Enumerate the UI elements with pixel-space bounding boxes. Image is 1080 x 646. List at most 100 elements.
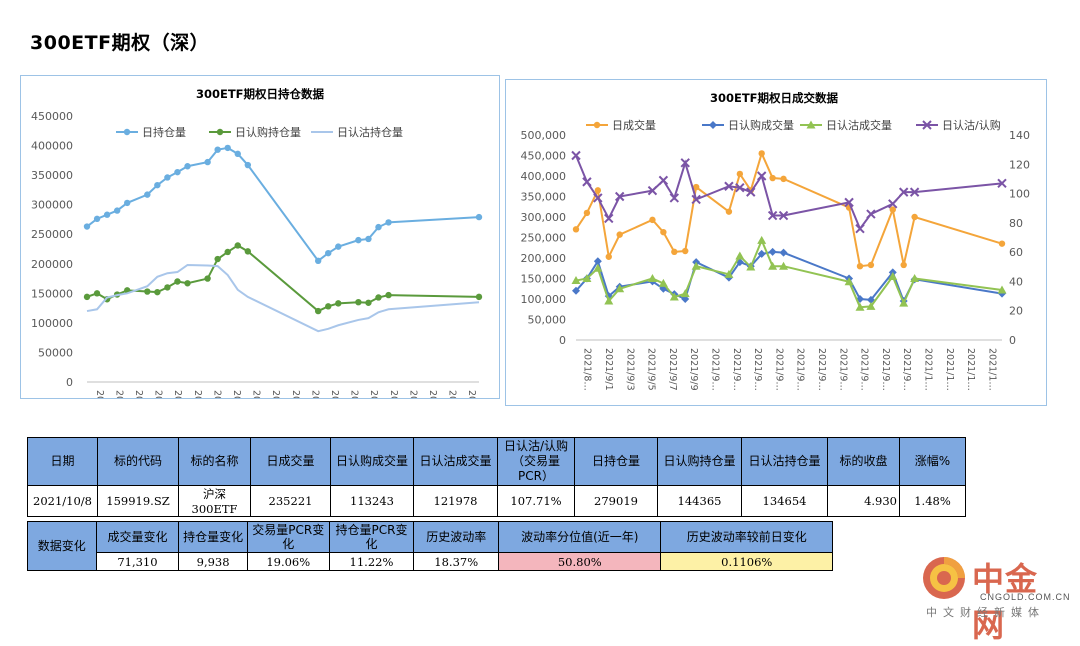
holdings-x-tick: 2021-… — [94, 390, 105, 398]
volume-data-point — [614, 191, 625, 202]
volume-data-point — [658, 278, 668, 287]
holdings-data-point — [154, 288, 161, 296]
volume-x-tick: 2021/9… — [752, 348, 763, 391]
holdings-y-tick: 100000 — [31, 317, 73, 330]
holdings-data-point — [314, 307, 322, 315]
change-row-header: 数据变化 — [27, 521, 97, 571]
change-header-cell: 成交量变化 — [95, 521, 180, 553]
volume-data-point — [571, 150, 581, 161]
volume-y-tick: 150,000 — [521, 273, 567, 286]
volume-x-tick: 2021/9… — [709, 348, 720, 391]
volume-data-point — [756, 171, 767, 181]
volume-x-tick: 2021/8… — [582, 348, 593, 391]
holdings-data-point — [234, 150, 241, 158]
volume-data-point — [660, 228, 667, 236]
holdings-data-point — [103, 211, 111, 218]
summary-value-cell: 279019 — [574, 485, 658, 517]
volume-data-point — [888, 199, 898, 209]
volume-data-point — [571, 276, 581, 285]
volume-data-point — [724, 269, 734, 278]
holdings-x-tick: 2021-… — [153, 390, 164, 398]
volume-data-point — [900, 261, 907, 269]
summary-value-cell: 4.930 — [827, 485, 900, 517]
volume-y-tick: 300,000 — [521, 211, 567, 224]
cngold-logo: 中金网 CNGOLD.COM.CN 中文财经新媒体 — [918, 552, 1070, 644]
holdings-data-point — [475, 293, 483, 301]
holdings-data-point — [204, 275, 211, 282]
holdings-data-point — [224, 248, 231, 256]
volume-data-point — [593, 257, 602, 266]
holdings-data-point — [224, 144, 231, 152]
holdings-y-tick: 250000 — [31, 228, 73, 241]
volume-legend-marker — [709, 121, 717, 129]
summary-header-row: 日期 标的代码 标的名称 日成交量 日认购成交量 日认沽成交量 日认沽/认购（交易量PCR）… — [27, 437, 966, 486]
holdings-x-tick: 2021-… — [172, 390, 183, 398]
change-header-cell: 波动率分位值(近一年) — [498, 521, 662, 553]
volume-x-tick: 2021/9/7 — [667, 348, 678, 391]
holdings-data-point — [113, 207, 121, 214]
volume-legend-label: 日认沽/认购 — [942, 118, 1001, 132]
holdings-chart-svg: 300ETF期权日持仓数据 450000 400000 350000 300000 250… — [31, 87, 483, 398]
holdings-data-point — [385, 291, 392, 299]
change-value-row: 71,310 9,938 19.06% 11.22% 18.37% 50.80% 0.110… — [28, 552, 833, 571]
volume-data-point — [746, 187, 756, 197]
holdings-y-tick: 450000 — [31, 110, 73, 123]
holdings-x-tick: 2021-… — [211, 390, 222, 398]
cngold-logo-icon — [923, 557, 965, 599]
holdings-data-point — [124, 199, 131, 207]
summary-header-cell: 日认购持仓量 — [657, 437, 742, 486]
holdings-data-point — [335, 300, 342, 307]
logo-tagline: 中文财经新媒体 — [926, 606, 1045, 619]
holdings-y-tick: 150000 — [31, 287, 73, 300]
holdings-data-point — [93, 215, 101, 223]
volume-data-point — [779, 248, 788, 257]
volume-data-point — [736, 170, 744, 178]
volume-chart-title: 300ETF期权日成交数据 — [710, 91, 839, 105]
holdings-series-line — [86, 244, 480, 313]
volume-data-point — [593, 193, 603, 203]
volume-x-tick: 2021/9… — [837, 348, 848, 391]
volume-y2-tick: 60 — [1009, 246, 1023, 259]
summary-header-cell: 标的代码 — [97, 437, 179, 486]
volume-data-point — [669, 193, 680, 203]
holdings-x-tick: 2021-… — [270, 390, 281, 398]
volume-data-point — [604, 296, 614, 305]
change-value-cell: 50.80% — [498, 552, 662, 571]
volume-data-point — [615, 284, 625, 293]
volume-y2-tick: 80 — [1009, 217, 1023, 230]
holdings-y-tick: 0 — [66, 376, 73, 389]
volume-x-tick: 2021/9… — [731, 348, 742, 391]
page-title: 300ETF期权（深） — [30, 32, 210, 54]
holdings-y-tick: 400000 — [31, 140, 73, 153]
volume-data-point — [889, 206, 896, 213]
volume-data-point — [866, 301, 876, 310]
holdings-data-point — [355, 236, 362, 244]
holdings-x-tick: 2021-… — [290, 390, 301, 398]
holdings-x-tick: 2021-… — [466, 390, 477, 398]
change-value-cell: 18.37% — [413, 552, 500, 571]
holdings-y-tick: 200000 — [31, 258, 73, 271]
volume-data-point — [855, 224, 865, 234]
volume-data-point — [682, 247, 689, 255]
volume-data-point — [605, 253, 612, 260]
volume-data-point — [910, 274, 920, 282]
holdings-x-tick: 2021-… — [407, 390, 418, 398]
volume-data-point — [680, 289, 690, 298]
holdings-legend-marker — [123, 128, 131, 136]
holdings-data-point — [355, 299, 362, 306]
holdings-x-tick: 2021-… — [349, 390, 360, 398]
holdings-chart-title: 300ETF期权日持仓数据 — [196, 87, 325, 101]
volume-series-line — [575, 237, 1003, 309]
volume-data-point — [582, 274, 592, 282]
summary-header-cell: 涨幅% — [899, 437, 966, 486]
volume-legend-label: 日成交量 — [612, 118, 656, 132]
volume-y-tick: 250,000 — [521, 232, 567, 245]
holdings-data-point — [365, 235, 372, 243]
volume-data-point — [899, 298, 909, 307]
volume-data-point — [780, 175, 787, 183]
volume-data-point — [769, 174, 776, 182]
volume-data-point — [867, 261, 875, 269]
change-value-cell: 11.22% — [328, 552, 415, 571]
holdings-y-tick: 350000 — [31, 169, 73, 182]
holdings-legend-marker — [216, 128, 224, 136]
